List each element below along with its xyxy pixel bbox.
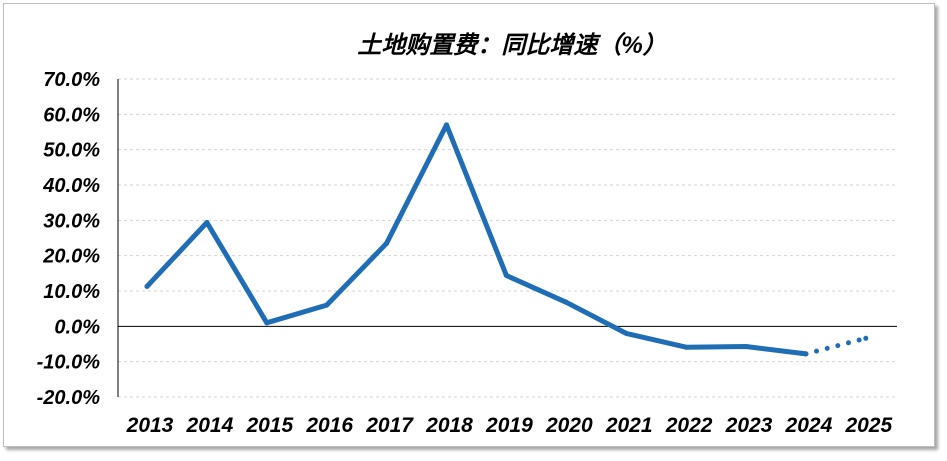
- x-tick-label: 2022: [665, 414, 713, 437]
- x-tick-label: 2014: [186, 414, 234, 437]
- chart-title: 土地购置费：同比增速（%）: [357, 32, 667, 59]
- data-point: [503, 273, 509, 278]
- x-tick-label: 2017: [365, 414, 414, 437]
- data-point: [743, 344, 749, 349]
- x-tick-label: 2025: [844, 414, 892, 437]
- x-tick-label: 2015: [245, 414, 293, 437]
- data-point: [384, 240, 390, 246]
- gridlines: [118, 78, 897, 398]
- data-point: [324, 302, 330, 308]
- y-tick-label: 50.0%: [43, 140, 100, 162]
- x-tick-label: 2020: [545, 414, 593, 437]
- data-point: [803, 351, 809, 357]
- x-tick-label: 2021: [605, 414, 653, 437]
- y-tick-label: 70.0%: [43, 69, 100, 91]
- y-tick-label: 60.0%: [43, 104, 100, 126]
- series-line: [144, 122, 809, 357]
- y-tick-label: 30.0%: [43, 210, 100, 232]
- x-tick-label: 2013: [126, 414, 174, 437]
- data-point: [563, 299, 569, 305]
- y-tick-label: 20.0%: [42, 246, 100, 268]
- data-point: [144, 283, 150, 289]
- x-tick-label: 2024: [785, 414, 833, 437]
- data-point: [623, 330, 629, 336]
- data-point: [204, 220, 210, 225]
- data-point: [264, 320, 270, 326]
- series-line-dotted: [803, 335, 869, 357]
- x-tick-label: 2018: [425, 414, 473, 437]
- chart-frame: [3, 3, 935, 447]
- series: [144, 122, 869, 357]
- x-tick-label: 2019: [485, 414, 533, 437]
- y-tick-label: -10.0%: [37, 352, 101, 374]
- x-tick-label: 2016: [305, 414, 353, 437]
- y-tick-label: 0.0%: [54, 316, 100, 338]
- y-tick-label: 40.0%: [42, 175, 100, 197]
- x-tick-labels: 2013 2014 2015 2016 2017 2018 2019 2020 2021 2022…: [126, 414, 893, 437]
- y-tick-labels: 70.0% 60.0% 50.0% 40.0% 30.0% 20.0% 10.0% 0.0% -…: [37, 69, 101, 409]
- x-tick-label: 2023: [725, 414, 773, 437]
- data-point: [683, 344, 689, 350]
- y-tick-label: -20.0%: [37, 387, 101, 409]
- data-point: [863, 335, 869, 341]
- data-point: [444, 122, 449, 128]
- y-tick-label: 10.0%: [43, 281, 100, 303]
